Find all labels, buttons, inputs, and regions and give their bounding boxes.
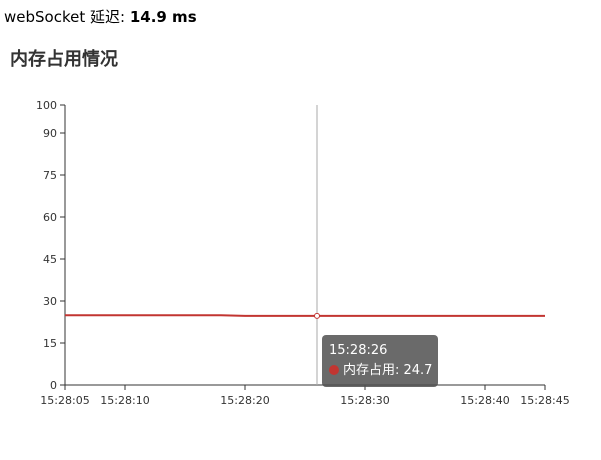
series-layer[interactable] [65, 312, 545, 319]
latency-label: webSocket 延迟: [4, 8, 130, 26]
x-tick-label: 15:28:45 [520, 394, 569, 407]
y-tick-label: 60 [43, 211, 57, 224]
y-tick-label: 45 [43, 253, 57, 266]
y-axis: 0 15 30 45 60 75 90 100 [36, 99, 66, 392]
websocket-latency: webSocket 延迟: 14.9 ms [4, 7, 197, 27]
x-axis: 15:28:05 15:28:10 15:28:20 15:28:30 15:28:40… [40, 384, 570, 407]
y-tick-label: 90 [43, 127, 57, 140]
tooltip-series-value: 内存占用: 24.7 [343, 363, 433, 378]
x-tick-label: 15:28:40 [460, 394, 509, 407]
x-tick-label: 15:28:20 [220, 394, 269, 407]
y-tick-label: 75 [43, 169, 57, 182]
x-tick-label: 15:28:30 [340, 394, 389, 407]
x-tick-label: 15:28:10 [100, 394, 149, 407]
y-tick-label: 30 [43, 295, 57, 308]
y-tick-label: 15 [43, 337, 57, 350]
x-tick-label: 15:28:05 [40, 394, 89, 407]
tooltip-series-row: 内存占用: 24.7 [329, 361, 438, 381]
chart-title: 内存占用情况 [10, 49, 118, 70]
chart-tooltip: 15:28:26 内存占用: 24.7 [322, 335, 438, 387]
latency-value: 14.9 ms [129, 8, 197, 26]
y-tick-label: 0 [50, 379, 57, 392]
series-line [65, 314, 545, 317]
tooltip-time: 15:28:26 [329, 343, 388, 358]
y-tick-label: 100 [36, 99, 57, 112]
series-color-dot-icon [329, 365, 339, 375]
highlight-point [314, 312, 320, 319]
